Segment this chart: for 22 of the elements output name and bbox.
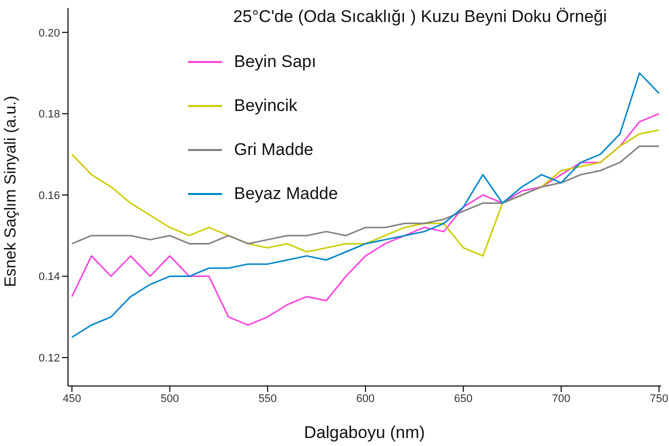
x-tick-label: 700 <box>552 392 570 405</box>
x-tick-label: 550 <box>258 392 277 405</box>
x-tick-label: 500 <box>160 392 179 405</box>
x-tick-label: 750 <box>650 392 668 405</box>
x-tick-label: 650 <box>454 392 473 405</box>
x-axis-title: Dalgaboyu (nm) <box>304 423 425 442</box>
legend-label: Beyincik <box>234 96 298 116</box>
legend-label: Beyaz Madde <box>234 184 338 204</box>
legend-label: Gri Madde <box>234 140 314 160</box>
line-series <box>71 72 660 338</box>
x-tick-label: 450 <box>62 392 82 405</box>
y-tick-label: 0.18 <box>38 108 60 121</box>
chart-title: 25°C'de (Oda Sıcaklığı ) Kuzu Beyni Doku Örneği <box>233 7 607 26</box>
legend-label: Beyin Sapı <box>234 52 316 72</box>
y-tick-label: 0.20 <box>38 27 60 40</box>
y-tick-label: 0.14 <box>38 271 60 284</box>
x-tick-label: 600 <box>356 392 375 405</box>
y-tick-label: 0.16 <box>38 190 60 202</box>
y-axis-title: Esnek Saçlım Sinyali (a.u.) <box>2 96 20 287</box>
line-series <box>71 129 660 257</box>
y-tick-label: 0.12 <box>38 352 60 364</box>
line-series <box>71 112 660 326</box>
